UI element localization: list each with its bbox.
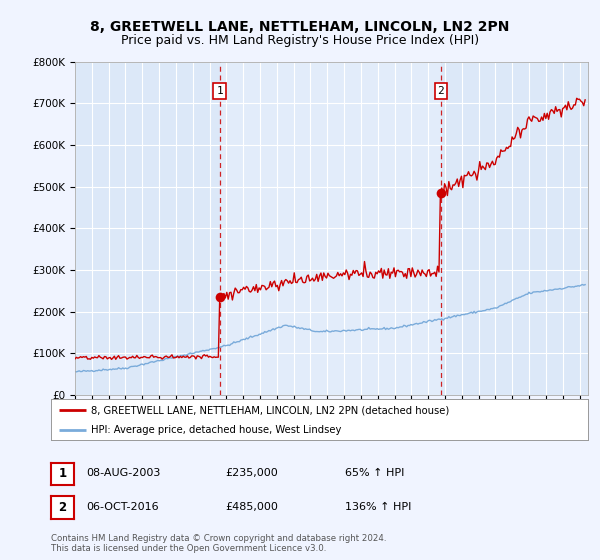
Text: Contains HM Land Registry data © Crown copyright and database right 2024.
This d: Contains HM Land Registry data © Crown c… xyxy=(51,534,386,553)
Text: 08-AUG-2003: 08-AUG-2003 xyxy=(86,468,160,478)
Text: 65% ↑ HPI: 65% ↑ HPI xyxy=(345,468,404,478)
Text: Price paid vs. HM Land Registry's House Price Index (HPI): Price paid vs. HM Land Registry's House … xyxy=(121,34,479,46)
Text: 1: 1 xyxy=(58,467,67,480)
Text: 2: 2 xyxy=(437,86,444,96)
Text: 1: 1 xyxy=(216,86,223,96)
Bar xyxy=(220,62,441,395)
Text: £235,000: £235,000 xyxy=(225,468,278,478)
Text: £485,000: £485,000 xyxy=(225,502,278,512)
Text: HPI: Average price, detached house, West Lindsey: HPI: Average price, detached house, West… xyxy=(91,424,341,435)
Text: 136% ↑ HPI: 136% ↑ HPI xyxy=(345,502,412,512)
Text: 8, GREETWELL LANE, NETTLEHAM, LINCOLN, LN2 2PN: 8, GREETWELL LANE, NETTLEHAM, LINCOLN, L… xyxy=(91,20,509,34)
Text: 06-OCT-2016: 06-OCT-2016 xyxy=(86,502,158,512)
Text: 2: 2 xyxy=(58,501,67,514)
Text: 8, GREETWELL LANE, NETTLEHAM, LINCOLN, LN2 2PN (detached house): 8, GREETWELL LANE, NETTLEHAM, LINCOLN, L… xyxy=(91,405,449,415)
